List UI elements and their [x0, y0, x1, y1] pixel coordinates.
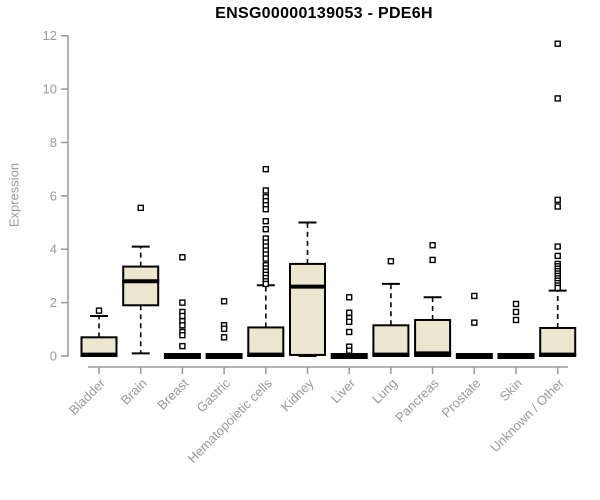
outlier-point	[95, 307, 103, 314]
outlier-point	[220, 298, 228, 305]
outlier-point	[387, 258, 395, 265]
outlier-point	[512, 308, 520, 316]
outlier-point	[346, 347, 353, 354]
x-tick-label: Skin	[497, 376, 525, 404]
outlier-point	[220, 334, 228, 341]
outlier-point	[179, 312, 186, 320]
outlier-point	[554, 252, 561, 260]
boxplot-collapsed-box	[497, 353, 535, 359]
outlier-point	[262, 255, 269, 262]
y-tick-label: 2	[50, 295, 57, 310]
y-tick-label: 10	[43, 82, 57, 97]
x-tick-label: Bladder	[66, 375, 109, 418]
outlier-point	[179, 299, 186, 306]
boxplot-box	[414, 318, 452, 357]
outlier-point	[262, 226, 269, 233]
chart-title: ENSG00000139053 - PDE6H	[215, 5, 433, 22]
boxplot-box	[247, 326, 285, 357]
y-tick-label: 0	[50, 349, 57, 364]
x-tick-label: Prostate	[439, 376, 484, 421]
boxplot-collapsed-box	[330, 353, 368, 359]
x-tick-label: Unknown / Other	[487, 375, 567, 455]
y-tick-label: 8	[50, 135, 57, 150]
outlier-point	[179, 342, 186, 350]
outlier-point	[346, 328, 353, 336]
outlier-point	[346, 318, 353, 326]
outlier-point	[262, 218, 269, 225]
boxplot-box	[289, 262, 326, 356]
outlier-point	[346, 294, 353, 301]
x-tick-label: Pancreas	[392, 375, 442, 425]
x-tick-label: Kidney	[278, 375, 317, 414]
outlier-point	[262, 280, 269, 288]
outlier-point	[471, 319, 478, 326]
y-tick-label: 12	[43, 28, 57, 43]
y-tick-label: 4	[50, 242, 57, 257]
outlier-point	[471, 292, 478, 300]
outlier-point	[554, 284, 561, 292]
x-tick-label: Lung	[369, 376, 400, 407]
x-tick-label: Liver	[328, 375, 359, 406]
outlier-point	[262, 165, 269, 173]
outlier-point	[554, 196, 561, 204]
outlier-point	[429, 242, 436, 249]
boxplot-box	[539, 326, 577, 358]
outlier-point	[137, 204, 144, 212]
outlier-point	[262, 205, 269, 213]
outlier-point	[179, 254, 186, 261]
x-tick-label: Breast	[154, 375, 191, 412]
x-tick-label: Brain	[118, 376, 150, 408]
outlier-point	[346, 309, 353, 316]
outlier-point	[220, 325, 228, 332]
outlier-point	[262, 187, 269, 194]
boxplot-collapsed-box	[163, 353, 201, 359]
y-tick-label: 6	[50, 188, 57, 203]
outlier-point	[512, 300, 520, 308]
outlier-point	[512, 316, 520, 324]
outlier-point	[554, 95, 561, 102]
x-tick-label: Gastric	[194, 375, 234, 415]
outlier-point	[429, 256, 436, 264]
boxplot-collapsed-box	[205, 353, 243, 359]
outlier-point	[179, 331, 186, 339]
outlier-point	[554, 243, 561, 250]
boxplot-collapsed-box	[455, 353, 493, 359]
boxplot-box	[122, 265, 160, 307]
outlier-point	[179, 322, 186, 329]
boxplot-box	[372, 324, 410, 358]
outlier-point	[554, 203, 561, 210]
outlier-point	[554, 40, 561, 47]
